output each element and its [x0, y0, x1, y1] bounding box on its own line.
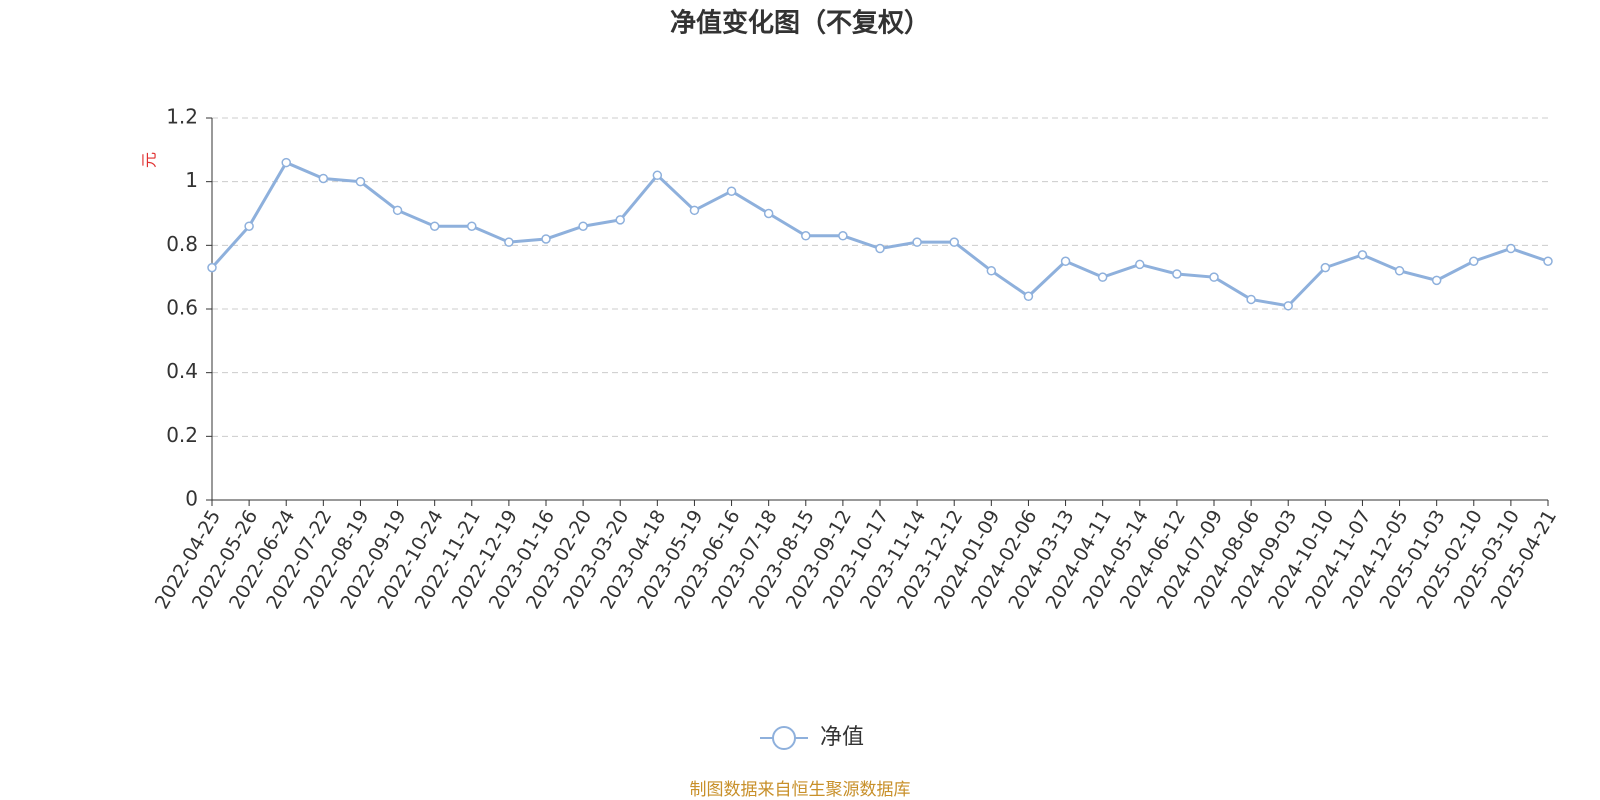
point	[1357, 250, 1368, 260]
y-tick-label: 0	[185, 487, 198, 511]
point	[244, 221, 254, 231]
chart-title: 净值变化图（不复权）	[670, 8, 930, 39]
point	[318, 173, 329, 184]
point	[763, 208, 774, 219]
y-tick-label: 0.6	[166, 296, 198, 320]
point	[429, 221, 440, 231]
point	[578, 221, 588, 231]
source-note: 制图数据来自恒生聚源数据库	[690, 780, 911, 800]
y-axis-label: 元	[140, 152, 159, 168]
point	[912, 237, 922, 247]
point	[801, 231, 811, 241]
point	[986, 266, 997, 276]
point	[467, 221, 477, 231]
point	[1023, 291, 1034, 302]
legend-marker	[772, 726, 796, 750]
point	[1135, 259, 1145, 270]
point	[1320, 262, 1331, 273]
point	[1097, 272, 1108, 282]
y-tick-label: 0.8	[166, 232, 198, 256]
point	[541, 234, 551, 244]
point	[504, 237, 514, 247]
point	[615, 215, 625, 225]
point	[875, 243, 885, 254]
point	[726, 186, 737, 196]
point	[1506, 243, 1516, 254]
line-series	[210, 160, 1549, 308]
point	[392, 205, 403, 216]
point	[1431, 275, 1442, 286]
point	[207, 262, 217, 273]
point	[1060, 256, 1071, 266]
point	[1469, 256, 1479, 266]
y-tick-label: 1	[185, 168, 198, 192]
y-tick-label: 1.2	[166, 105, 198, 129]
point	[1283, 301, 1293, 311]
legend-label: 净值	[820, 725, 864, 750]
point	[689, 205, 700, 216]
point	[355, 176, 366, 187]
point	[949, 237, 959, 247]
point	[1543, 256, 1553, 266]
point	[1246, 294, 1256, 305]
point	[652, 170, 663, 181]
point	[281, 157, 291, 168]
point	[1172, 269, 1182, 279]
y-tick-label: 0.2	[166, 423, 198, 447]
y-tick-label: 0.4	[166, 359, 198, 383]
point	[1209, 272, 1219, 282]
point	[1394, 266, 1405, 276]
point	[838, 231, 848, 241]
